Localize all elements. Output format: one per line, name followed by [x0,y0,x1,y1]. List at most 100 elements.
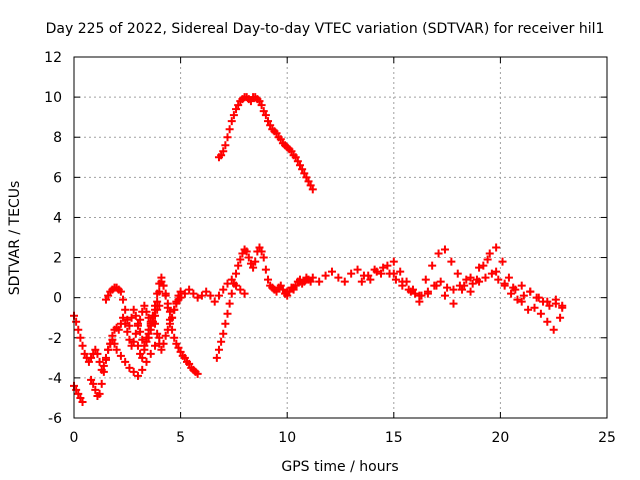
y-tick-label: 2 [53,251,62,267]
x-tick-label: 20 [491,430,509,446]
data-point [214,345,223,354]
data-point [366,275,375,284]
data-point [142,357,151,366]
data-point [72,317,81,326]
data-point [302,275,311,284]
data-point [526,287,535,296]
data-point [116,351,125,360]
x-tick-label: 5 [176,430,185,446]
data-point [302,173,311,182]
data-point [240,289,249,298]
data-point [125,363,134,372]
data-point [133,371,142,380]
data-point [468,279,477,288]
data-point [234,101,243,110]
data-point [306,181,315,190]
data-point [244,253,253,262]
data-point [492,267,501,276]
data-point [370,265,379,274]
data-point [159,281,168,290]
data-point [144,313,153,322]
data-point [251,257,260,266]
data-point [101,355,110,364]
data-point [125,321,134,330]
data-point [144,333,153,342]
data-point [479,261,488,270]
data-point [129,337,138,346]
data-point [138,365,147,374]
data-point [545,301,554,310]
data-point [112,345,121,354]
data-point [121,319,130,328]
data-point [227,289,236,298]
data-point [193,293,202,302]
data-point [472,275,481,284]
data-point [517,281,526,290]
data-point [293,157,302,166]
data-point [481,273,490,282]
data-point [219,285,228,294]
data-point [97,379,106,388]
data-point [206,291,215,300]
data-point [327,267,336,276]
series-track-c [87,301,164,400]
data-point [259,107,268,116]
data-point [238,249,247,258]
plot-area-border [73,56,608,419]
data-point [146,325,155,334]
data-point [119,313,128,322]
x-tick-label: 0 [70,430,79,446]
series-track-f [144,275,249,342]
data-point [266,121,275,130]
data-point [530,303,539,312]
data-point [219,147,228,156]
data-point [140,345,149,354]
data-point [347,269,356,278]
data-point [353,265,362,274]
data-point [214,291,223,300]
data-point [176,347,185,356]
data-point [136,327,145,336]
data-point [131,311,140,320]
data-point [432,281,441,290]
data-point [434,249,443,258]
data-point [197,291,206,300]
data-point [298,165,307,174]
data-point [259,253,268,262]
data-point [127,313,136,322]
y-tick-label: -6 [48,411,62,427]
data-point [519,291,528,300]
data-point [308,185,317,194]
data-point [306,277,315,286]
data-point [242,247,251,256]
data-point [155,287,164,296]
data-point [492,243,501,252]
y-tick-label: 4 [53,210,62,226]
data-point [315,277,324,286]
y-tick-label: -2 [48,331,62,347]
data-point [229,111,238,120]
data-point [377,269,386,278]
data-point [161,289,170,298]
y-tick-label: 12 [44,50,62,66]
data-point [257,247,266,256]
data-point [159,339,168,348]
y-tick-label: 10 [44,90,62,106]
data-point [234,261,243,270]
data-point [221,319,230,328]
data-point [295,277,304,286]
data-point [264,117,273,126]
data-point [232,105,241,114]
data-point [449,285,458,294]
data-point [255,97,264,106]
data-point [475,263,484,272]
data-point [257,101,266,110]
data-point [428,261,437,270]
data-point [123,327,132,336]
data-point [89,379,98,388]
series-track-j [357,243,565,334]
data-point [170,305,179,314]
data-point [462,275,471,284]
data-point [74,389,83,398]
